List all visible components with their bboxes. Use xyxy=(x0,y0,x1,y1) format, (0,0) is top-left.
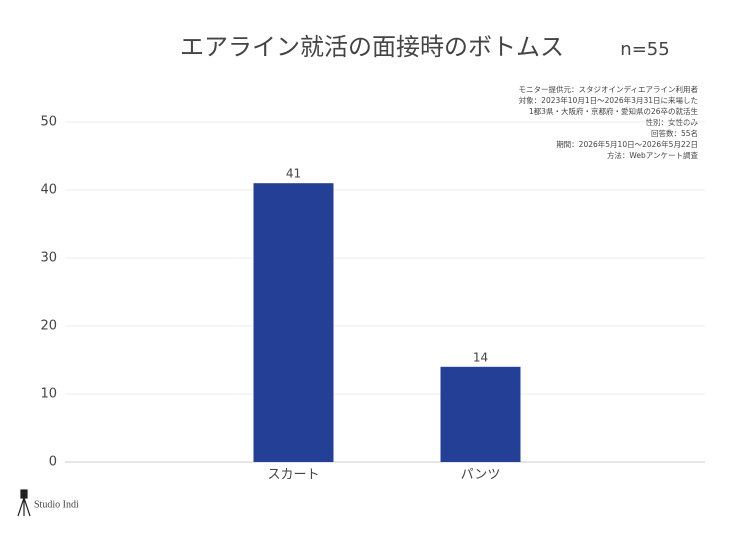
note: 方法：Webアンケート調査 xyxy=(607,150,699,160)
chart-title: エアライン就活の面接時のボトムス xyxy=(180,33,564,61)
note: 回答数：55名 xyxy=(651,128,698,138)
data-label: 41 xyxy=(286,167,301,181)
x-tick-label: パンツ xyxy=(461,468,501,483)
note: 期間：2026年5月10日〜2026年5月22日 xyxy=(556,139,698,149)
chart-subtitle: n=55 xyxy=(620,39,669,60)
y-tick-label: 50 xyxy=(40,115,57,130)
x-tick-label: スカート xyxy=(267,468,319,483)
logo-text: Studio Indi xyxy=(34,499,79,510)
note: 対象：2023年10月1日〜2026年3月31日に来場した xyxy=(519,95,698,105)
bar xyxy=(440,366,521,462)
logo-icon xyxy=(17,489,31,517)
y-tick-label: 30 xyxy=(40,251,57,266)
note: 1都3県・大阪府・京都府・愛知県の26卒の就活生 xyxy=(529,106,699,116)
y-tick-label: 20 xyxy=(40,319,57,334)
note: モニター提供元：スタジオインディエアライン利用者 xyxy=(519,84,699,94)
y-tick-label: 10 xyxy=(40,387,57,402)
data-label: 14 xyxy=(473,350,488,364)
y-tick-label: 0 xyxy=(49,455,57,470)
y-tick-label: 40 xyxy=(40,183,57,198)
bar xyxy=(253,183,334,462)
